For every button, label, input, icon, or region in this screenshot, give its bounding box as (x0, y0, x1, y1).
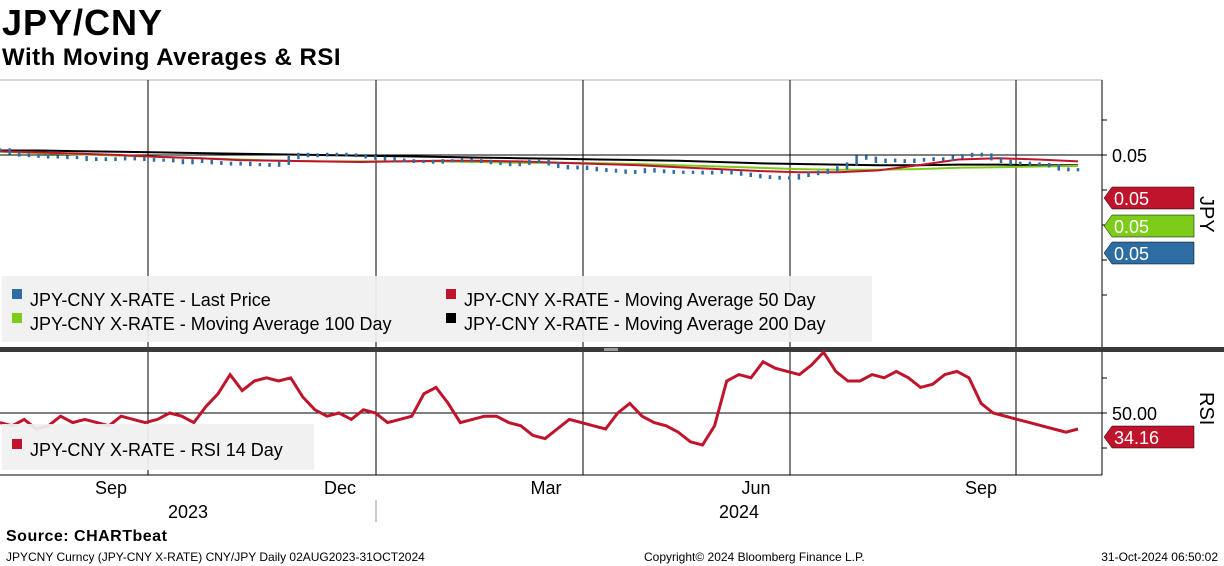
price-axis-label: JPY (1195, 196, 1217, 233)
price-legend-box (2, 276, 872, 342)
x-tick-label: Sep (95, 478, 127, 498)
legend-label: JPY-CNY X-RATE - Moving Average 100 Day (30, 314, 392, 334)
legend-swatch (446, 289, 456, 299)
legend-label: JPY-CNY X-RATE - Moving Average 50 Day (464, 290, 815, 310)
x-tick-label: Mar (531, 478, 562, 498)
last-price-value-tag-box (1103, 241, 1195, 265)
x-tick-label: Sep (965, 478, 997, 498)
x-year-label: 2023 (168, 502, 208, 522)
legend-swatch (12, 289, 22, 299)
series-line-rsi (0, 349, 1079, 447)
ticker-info: JPYCNY Curncy (JPY-CNY X-RATE) CNY/JPY D… (6, 550, 425, 564)
last-price-value-tag: 0.05 (1114, 244, 1149, 264)
rsi-legend-box (2, 424, 314, 470)
legend-label: JPY-CNY X-RATE - Last Price (30, 290, 271, 310)
ma100-value-tag: 0.05 (1114, 217, 1149, 237)
ma50-value-tag: 0.05 (1114, 189, 1149, 209)
source-label: Source: CHARTbeat (6, 528, 168, 545)
chart-title: JPY/CNY (2, 2, 164, 43)
x-tick-label: Dec (324, 478, 356, 498)
legend-swatch (12, 439, 22, 449)
series-line-ma-200 (0, 149, 1078, 167)
legend-label: JPY-CNY X-RATE - RSI 14 Day (30, 440, 283, 460)
legend-label: JPY-CNY X-RATE - Moving Average 200 Day (464, 314, 826, 334)
legend-swatch (446, 313, 456, 323)
chart-subtitle: With Moving Averages & RSI (2, 44, 342, 71)
x-tick-label: Jun (741, 478, 770, 498)
copyright: Copyright© 2024 Bloomberg Finance L.P. (644, 550, 865, 564)
legend-swatch (12, 313, 22, 323)
rsi-tick-label: 50.00 (1112, 404, 1157, 424)
ma50-value-tag-box (1103, 186, 1195, 210)
rsi-value-tag: 34.16 (1114, 428, 1159, 448)
price-tick-label: 0.05 (1112, 146, 1147, 166)
panel-divider-handle (604, 348, 618, 351)
ma100-value-tag-box (1103, 214, 1195, 238)
x-year-label: 2024 (719, 502, 759, 522)
rsi-value-tag-box (1103, 425, 1195, 449)
timestamp: 31-Oct-2024 06:50:02 (1101, 550, 1218, 564)
rsi-axis-label: RSI (1195, 392, 1217, 425)
